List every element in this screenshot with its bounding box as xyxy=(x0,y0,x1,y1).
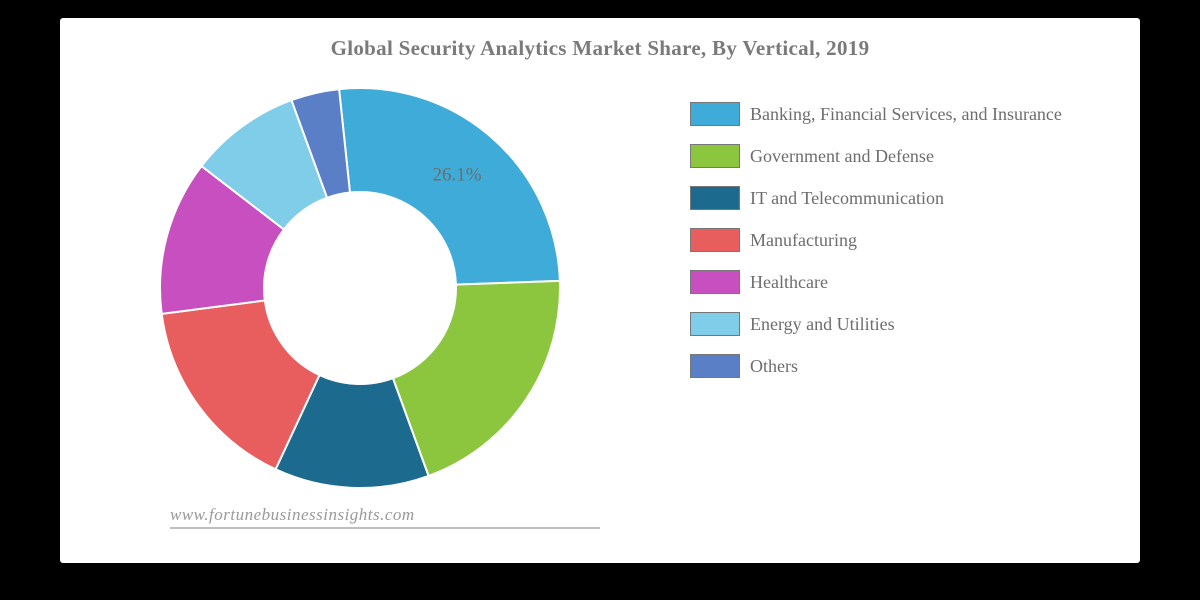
legend-item: Manufacturing xyxy=(690,228,1062,252)
legend-label: Healthcare xyxy=(750,272,828,293)
legend-swatch xyxy=(690,228,740,252)
legend-swatch xyxy=(690,354,740,378)
legend-label: Manufacturing xyxy=(750,230,857,251)
legend-label: Government and Defense xyxy=(750,146,934,167)
chart-card: Global Security Analytics Market Share, … xyxy=(60,18,1140,563)
slice-value-label: 26.1% xyxy=(433,165,482,186)
legend-swatch xyxy=(690,102,740,126)
legend-swatch xyxy=(690,312,740,336)
donut-chart: 26.1% xyxy=(150,78,570,498)
legend-item: Energy and Utilities xyxy=(690,312,1062,336)
watermark-rule xyxy=(170,527,600,529)
legend-item: Government and Defense xyxy=(690,144,1062,168)
legend: Banking, Financial Services, and Insuran… xyxy=(690,102,1062,378)
donut-svg: 26.1% xyxy=(150,78,570,498)
legend-swatch xyxy=(690,186,740,210)
legend-swatch xyxy=(690,270,740,294)
legend-item: Others xyxy=(690,354,1062,378)
legend-swatch xyxy=(690,144,740,168)
legend-item: IT and Telecommunication xyxy=(690,186,1062,210)
legend-label: Energy and Utilities xyxy=(750,314,895,335)
donut-slice xyxy=(339,88,560,285)
watermark-text: www.fortunebusinessinsights.com xyxy=(170,505,415,524)
legend-label: Banking, Financial Services, and Insuran… xyxy=(750,104,1062,125)
watermark: www.fortunebusinessinsights.com xyxy=(170,505,600,529)
chart-title: Global Security Analytics Market Share, … xyxy=(60,36,1140,61)
legend-label: Others xyxy=(750,356,798,377)
legend-item: Banking, Financial Services, and Insuran… xyxy=(690,102,1062,126)
legend-label: IT and Telecommunication xyxy=(750,188,944,209)
legend-item: Healthcare xyxy=(690,270,1062,294)
